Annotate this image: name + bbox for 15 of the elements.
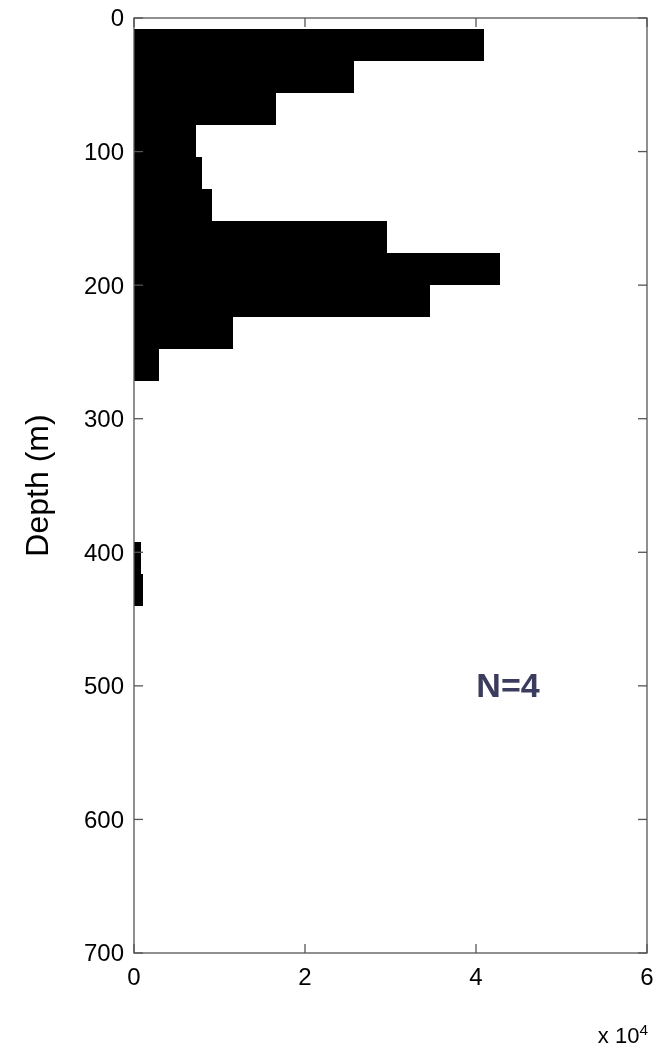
y-tick-label: 600	[83, 805, 124, 833]
y-tick-label: 400	[83, 538, 124, 566]
y-tick-label: 700	[83, 939, 124, 967]
text: x 10$^{4}$	[597, 1020, 649, 1048]
y-axis-title: Depth (m)	[19, 414, 55, 557]
x-tick-label: 6	[640, 963, 654, 990]
y-tick-label: 0	[110, 4, 124, 32]
x-tick-label: 2	[298, 963, 312, 990]
y-tick-label: 300	[83, 405, 124, 433]
y-tick-label: 200	[83, 271, 124, 299]
annotation: N=4	[476, 666, 540, 704]
x-tick-label: 4	[469, 963, 483, 990]
y-tick-label: 100	[83, 137, 124, 165]
x-tick-label: 0	[127, 963, 141, 990]
y-tick-label: 500	[83, 672, 124, 700]
